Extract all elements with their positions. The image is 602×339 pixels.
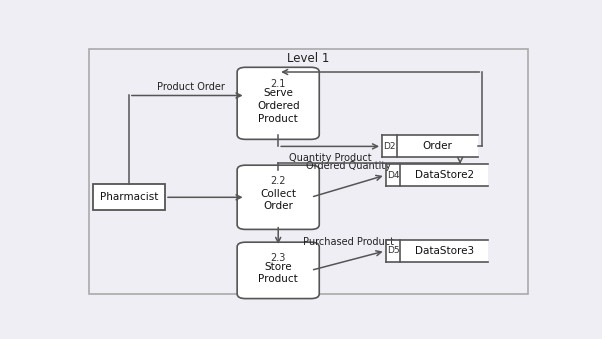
Text: Order: Order [423, 141, 452, 152]
FancyBboxPatch shape [237, 242, 319, 299]
Text: DataStore3: DataStore3 [415, 246, 474, 256]
FancyBboxPatch shape [382, 135, 477, 158]
Text: 2.2: 2.2 [270, 176, 286, 186]
Text: D5: D5 [386, 246, 399, 255]
FancyBboxPatch shape [93, 184, 165, 210]
Text: Level 1: Level 1 [287, 53, 330, 65]
Text: Collect
Order: Collect Order [260, 188, 296, 211]
FancyBboxPatch shape [385, 240, 488, 262]
FancyBboxPatch shape [385, 164, 488, 186]
Text: Product Order: Product Order [157, 82, 225, 92]
Text: Ordered Quantity: Ordered Quantity [306, 161, 391, 171]
Text: DataStore2: DataStore2 [415, 170, 474, 180]
FancyBboxPatch shape [89, 48, 528, 294]
FancyBboxPatch shape [237, 165, 319, 230]
Text: Serve
Ordered
Product: Serve Ordered Product [257, 88, 300, 124]
Text: 2.3: 2.3 [270, 254, 286, 263]
Text: Quantity Product: Quantity Product [289, 153, 371, 163]
Text: D4: D4 [386, 171, 399, 180]
Text: Pharmacist: Pharmacist [100, 192, 158, 202]
Text: Purchased Product: Purchased Product [303, 237, 394, 247]
Text: Store
Product: Store Product [258, 262, 298, 284]
Text: 2.1: 2.1 [270, 79, 286, 88]
Text: D2: D2 [383, 142, 396, 151]
FancyBboxPatch shape [237, 67, 319, 139]
